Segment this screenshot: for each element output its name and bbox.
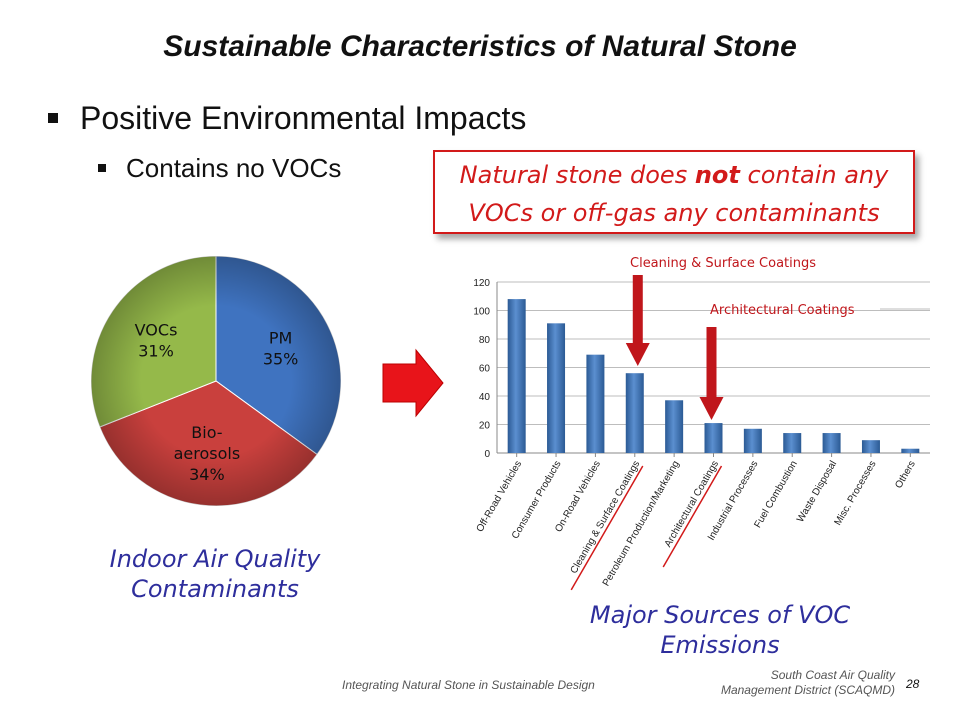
- callout-box: Natural stone does not contain any VOCs …: [433, 150, 915, 234]
- caption-voc-sources: Major Sources of VOC Emissions: [555, 600, 885, 660]
- bar-off-road-vehicles: [507, 299, 526, 453]
- category-underline: [662, 465, 723, 568]
- x-category-label: Petroleum Production/Marketing: [601, 459, 682, 588]
- bar-waste-disposal: [822, 433, 841, 453]
- bullet-no-vocs: Contains no VOCs: [98, 153, 341, 184]
- square-bullet-icon: [48, 112, 58, 123]
- square-bullet-icon: [98, 164, 106, 173]
- footer-source: South Coast Air Quality Management Distr…: [690, 668, 895, 698]
- bullet-2-text: Contains no VOCs: [126, 153, 342, 183]
- pie-shading: [91, 256, 341, 506]
- slide-title: Sustainable Characteristics of Natural S…: [163, 30, 797, 63]
- bullet-1-text: Positive Environmental Impacts: [80, 100, 527, 136]
- bar-petroleum-production-marketing: [665, 400, 684, 453]
- x-category-label: Fuel Combustion: [753, 459, 800, 530]
- bar-cleaning-surface-coatings: [625, 373, 644, 453]
- caption-right-line-1: Major Sources of VOC: [589, 601, 851, 629]
- y-tick-label: 100: [473, 307, 490, 318]
- bar-architectural-coatings: [704, 423, 723, 453]
- caption-right-line-2: Emissions: [660, 631, 780, 659]
- y-tick-label: 60: [479, 364, 491, 375]
- down-arrow-icon: [625, 343, 650, 366]
- bar-on-road-vehicles: [586, 354, 605, 453]
- x-category-label: Waste Disposal: [795, 459, 839, 524]
- bar-consumer-products: [547, 323, 566, 453]
- annotation-arrow-shaft: [706, 327, 717, 399]
- caption-indoor-air: Indoor Air Quality Contaminants: [80, 544, 350, 604]
- x-category-label: Misc. Processes: [833, 459, 879, 528]
- bar-fuel-combustion: [783, 433, 802, 453]
- callout-line-1: Natural stone does not contain any: [435, 156, 913, 194]
- caption-left-line-2: Contaminants: [131, 575, 299, 603]
- footer-source-line-1: South Coast Air Quality: [770, 668, 895, 682]
- annotation-arrow-shaft: [632, 275, 643, 345]
- footer-presentation-title: Integrating Natural Stone in Sustainable…: [342, 678, 595, 692]
- x-category-label: Cleaning & Surface Coatings: [569, 459, 643, 576]
- callout-text-before: Natural stone does: [459, 161, 695, 189]
- annotation-label: Cleaning & Surface Coatings: [630, 256, 816, 271]
- callout-text-after: contain any: [739, 161, 889, 189]
- bar-misc-processes: [861, 440, 880, 453]
- bullet-positive-impacts: Positive Environmental Impacts: [48, 100, 526, 137]
- callout-emphasis: not: [694, 161, 740, 189]
- category-underline: [570, 465, 644, 591]
- bar-others: [901, 448, 920, 453]
- page-number: 28: [906, 677, 920, 691]
- annotation-label: Architectural Coatings: [710, 303, 855, 318]
- pie-chart: PM35%Bio-aerosols34%VOCs31%: [90, 255, 342, 507]
- down-arrow-icon: [699, 397, 724, 420]
- y-tick-label: 40: [479, 392, 491, 403]
- y-tick-label: 20: [479, 421, 491, 432]
- bar-industrial-processes: [743, 428, 762, 453]
- x-category-label: Others: [893, 459, 918, 490]
- right-arrow-icon: [382, 348, 444, 418]
- y-tick-label: 120: [473, 278, 490, 289]
- caption-left-line-1: Indoor Air Quality: [109, 545, 321, 573]
- y-tick-label: 80: [479, 335, 491, 346]
- callout-line-2: VOCs or off-gas any contaminants: [468, 199, 880, 227]
- y-tick-label: 0: [484, 449, 490, 460]
- footer-source-line-2: Management District (SCAQMD): [720, 683, 895, 697]
